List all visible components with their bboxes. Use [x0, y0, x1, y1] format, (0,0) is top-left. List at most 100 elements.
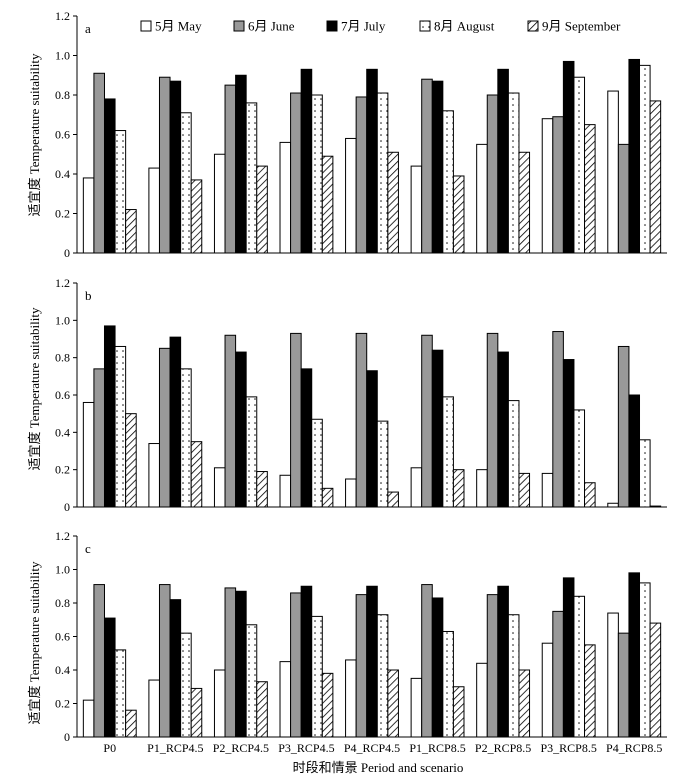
bar-c-june-5: [421, 584, 433, 738]
legend-item-july: 7月 July: [326, 19, 386, 34]
bar-c-july-3: [300, 585, 313, 738]
bar-b-may-8: [607, 502, 619, 508]
y-tick-label-c-6: 1.2: [55, 529, 70, 543]
bar-b-may-1: [148, 443, 160, 508]
bar-a-july-6: [497, 68, 509, 254]
y-axis-title-panel-b: 适宜度 Temperature suitability: [27, 307, 42, 470]
chart-panel-b: 0 0.2 0.4 0.6 0.8 1.0 1.2 b: [55, 276, 667, 514]
bar-c-august-6: [507, 614, 520, 738]
legend-swatch-may: [140, 20, 152, 32]
bar-a-july-4: [366, 68, 378, 254]
y-tick-label-c-4: 0.8: [55, 596, 70, 610]
y-tick-label-b-0: 0: [64, 500, 70, 514]
bar-b-june-5: [421, 334, 433, 508]
chart-panel-c: 0 0.2 0.4 0.6 0.8 1.0 1.2 c P0 P1_RCP4.5 P2_RCP4.5…: [55, 529, 667, 755]
bar-c-july-6: [497, 585, 509, 738]
bar-a-august-8: [639, 64, 651, 254]
bar-c-june-1: [158, 584, 171, 738]
y-axis-title-group: 适宜度 Temperature suitability 适宜度 Temperat…: [27, 53, 42, 724]
bar-c-may-6: [476, 662, 488, 738]
legend-swatch-june: [233, 20, 245, 32]
bar-c-june-8: [617, 632, 630, 738]
x-tick-label-0: P0: [103, 741, 116, 755]
bar-a-may-0: [82, 177, 95, 254]
y-tick-label-c-1: 0.2: [55, 697, 70, 711]
bar-a-june-2: [224, 84, 237, 254]
bar-c-august-5: [442, 630, 454, 738]
bar-b-july-4: [366, 370, 378, 508]
y-tick-label-a-5: 1.0: [55, 49, 70, 63]
bar-a-july-8: [628, 58, 641, 254]
bar-b-september-0: [125, 413, 137, 508]
bar-b-may-7: [541, 472, 554, 508]
panel-label-a: a: [85, 21, 91, 36]
bar-a-august-4: [376, 92, 389, 254]
bar-c-may-1: [148, 679, 160, 738]
y-tick-label-b-2: 0.4: [55, 425, 70, 439]
x-tick-label-7: P3_RCP8.5: [540, 741, 596, 755]
bar-b-august-0: [114, 345, 127, 508]
bar-c-june-4: [355, 594, 368, 738]
bar-a-june-4: [355, 96, 368, 254]
y-tick-label-b-4: 0.8: [55, 351, 70, 365]
bar-c-july-1: [169, 599, 182, 738]
bar-a-july-3: [300, 68, 313, 254]
bar-b-june-6: [486, 332, 499, 508]
legend-label-july: 7月 July: [341, 19, 386, 34]
bar-c-september-1: [190, 687, 203, 738]
bar-c-september-6: [518, 669, 531, 738]
bar-c-july-8: [628, 572, 641, 738]
bar-b-july-8: [628, 394, 641, 508]
bar-b-june-2: [224, 334, 237, 508]
bar-a-september-2: [256, 165, 268, 254]
bar-b-august-4: [376, 420, 389, 508]
panel-label-b: b: [85, 288, 92, 303]
bar-a-july-7: [562, 60, 575, 254]
bar-b-july-2: [235, 351, 247, 508]
bar-c-september-2: [256, 681, 268, 738]
bar-c-may-4: [345, 659, 357, 738]
bar-a-september-6: [518, 151, 531, 254]
bar-c-may-5: [410, 677, 423, 738]
bar-b-august-8: [639, 439, 651, 508]
bar-b-august-6: [507, 400, 520, 508]
bar-c-june-3: [290, 592, 302, 738]
bar-a-september-3: [321, 155, 334, 254]
y-tick-label-c-3: 0.6: [55, 630, 70, 644]
bar-a-may-3: [279, 141, 292, 254]
bar-a-september-5: [452, 175, 465, 254]
chart-panel-a: 0 0.2 0.4 0.6 0.8 1.0 1.2 a: [55, 9, 667, 260]
x-tick-label-6: P2_RCP8.5: [475, 741, 531, 755]
bar-b-june-8: [617, 345, 630, 508]
bar-b-september-3: [321, 487, 334, 508]
bar-c-august-4: [376, 614, 389, 738]
bar-c-may-7: [541, 642, 554, 738]
x-tick-label-2: P2_RCP4.5: [213, 741, 269, 755]
bar-a-may-6: [476, 143, 488, 254]
bar-c-july-4: [366, 585, 378, 738]
bar-c-september-3: [321, 672, 334, 738]
bar-b-may-3: [279, 474, 292, 508]
bar-c-september-8: [649, 622, 662, 738]
y-tick-label-a-6: 1.2: [55, 9, 70, 23]
bar-a-july-2: [235, 74, 247, 254]
bar-b-august-7: [573, 409, 586, 508]
bar-a-june-7: [552, 116, 564, 254]
bar-c-july-2: [235, 590, 247, 738]
bar-a-may-1: [148, 167, 160, 254]
y-tick-label-b-5: 1.0: [55, 313, 70, 327]
bar-a-september-7: [584, 124, 596, 254]
bar-a-august-5: [442, 110, 454, 254]
bar-a-june-6: [486, 94, 499, 254]
legend-label-june: 6月 June: [248, 19, 295, 34]
bar-c-june-2: [224, 587, 237, 738]
legend: 5月 May 6月 June 7月 July 8月 August 9月 Sept…: [140, 19, 621, 34]
legend-label-september: 9月 September: [542, 19, 621, 34]
bar-c-july-7: [562, 577, 575, 738]
bar-b-july-5: [431, 349, 444, 508]
bar-a-august-1: [180, 112, 192, 254]
bar-b-august-5: [442, 396, 454, 508]
bar-b-july-0: [103, 325, 116, 508]
bar-c-may-8: [607, 612, 619, 738]
bar-b-may-5: [410, 467, 423, 508]
